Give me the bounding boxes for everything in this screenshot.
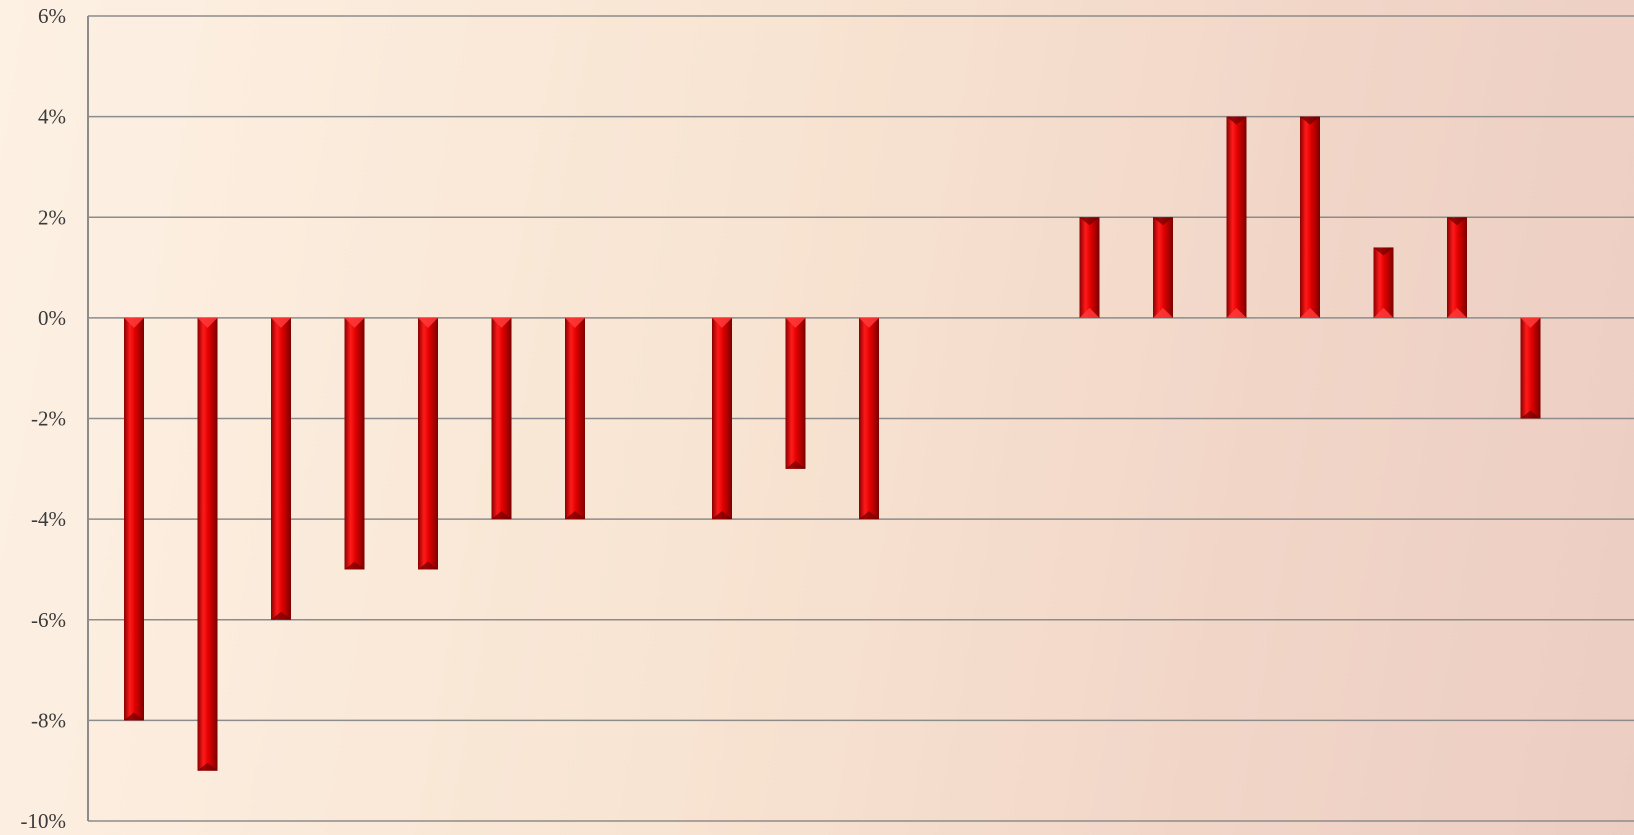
y-tick-label: -8% [31,708,66,732]
bar-bevel [197,762,218,771]
bar [1079,217,1100,318]
bar [1373,247,1394,318]
bar-body [1079,217,1100,318]
bar-body [1226,116,1247,318]
bar [344,317,365,570]
bar-bevel [491,511,512,520]
bar-bevel [785,317,806,328]
bar [1300,116,1320,318]
bar-body [859,317,879,520]
bar-bevel [271,611,291,620]
bar-bevel [1520,410,1541,419]
bar-bevel [1520,317,1541,328]
y-tick-label: 0% [38,306,66,330]
bar-bevel [418,561,438,570]
bar-bevel [1300,116,1320,125]
bar-body [124,317,144,721]
bar-bevel [1447,217,1467,226]
bar-bevel [785,460,806,469]
bar-body [785,317,806,469]
bar-bevel [1226,307,1247,318]
bar [271,317,291,620]
y-tick-label: 4% [38,105,66,129]
bar-body [1300,116,1320,318]
bars [124,116,1541,771]
y-tick-label: -6% [31,608,66,632]
bar [124,317,144,721]
bar-bevel [271,317,291,328]
bar [1520,317,1541,419]
bar-body [491,317,512,520]
bar-bevel [124,712,144,721]
bar-bevel [197,317,218,328]
bar [197,317,218,771]
bar-bevel [1079,307,1100,318]
bar-bevel [1079,217,1100,226]
bar-bevel [712,511,732,520]
bar-body [344,317,365,570]
bar-bevel [1373,307,1394,318]
bar-body [1153,217,1173,318]
y-tick-label: -10% [21,809,67,833]
bar-bevel [565,317,585,328]
bar [565,317,585,520]
bar [418,317,438,570]
bar-body [1447,217,1467,318]
bar-body [1373,247,1394,318]
y-axis-tick-labels: 6% 4% 2% 0% -2% -4% -6% -8% -10% [21,4,67,833]
bar-body [565,317,585,520]
bar [1153,217,1173,318]
bar-bevel [344,317,365,328]
bar-body [712,317,732,520]
y-tick-label: 2% [38,205,66,229]
bar-bevel [344,561,365,570]
bar-bevel [124,317,144,328]
bar [491,317,512,520]
bar-bevel [1153,307,1173,318]
bar [1447,217,1467,318]
bar [712,317,732,520]
bar-bevel [712,317,732,328]
bar-bevel [859,511,879,520]
bar-bevel [1226,116,1247,125]
bar-bevel [1153,217,1173,226]
bar-body [418,317,438,570]
y-tick-label: -4% [31,507,66,531]
bar-bevel [859,317,879,328]
bar [1226,116,1247,318]
y-tick-label: -2% [31,407,66,431]
bar-body [1520,317,1541,419]
bar-bevel [1373,247,1394,256]
bar-bevel [1300,307,1320,318]
bar-bevel [1447,307,1467,318]
y-tick-label: 6% [38,4,66,28]
bar-body [271,317,291,620]
bar-bevel [565,511,585,520]
bar-body [197,317,218,771]
bar-bevel [418,317,438,328]
bar [785,317,806,469]
bar [859,317,879,520]
bar-bevel [491,317,512,328]
